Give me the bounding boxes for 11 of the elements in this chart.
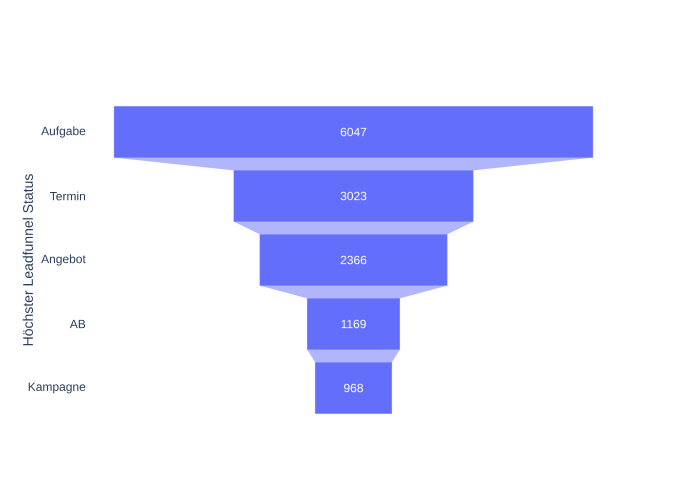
category-label: Termin (50, 192, 86, 200)
data-label: 2366 (340, 256, 366, 264)
category-label: Angebot (41, 254, 86, 266)
data-label: 6047 (340, 128, 366, 136)
text: Höchster Leadfunnel Status (22, 174, 33, 346)
data-label: 968 (344, 384, 363, 392)
category-label: AB (70, 320, 86, 328)
data-label: 3023 (340, 192, 366, 200)
data-label: 1169 (342, 320, 366, 328)
category-label: Aufgabe (41, 126, 86, 138)
category-label: Kampagne (28, 382, 86, 394)
